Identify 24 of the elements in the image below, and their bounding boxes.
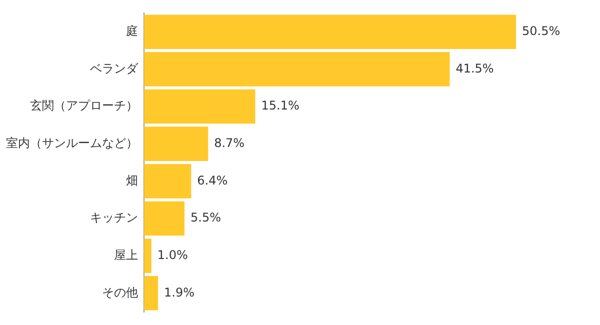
data-label: 8.7% bbox=[214, 136, 245, 150]
bar bbox=[144, 52, 450, 86]
data-label: 50.5% bbox=[522, 24, 560, 38]
bar bbox=[144, 89, 256, 124]
y-tick-label: その他 bbox=[102, 285, 138, 300]
bar bbox=[144, 201, 185, 236]
data-label: 15.1% bbox=[261, 98, 300, 113]
bar bbox=[144, 238, 152, 273]
bar bbox=[144, 164, 192, 198]
bar bbox=[144, 276, 158, 310]
y-tick-label: キッチン bbox=[90, 210, 138, 225]
y-tick-label: 屋上 bbox=[114, 248, 138, 262]
data-label: 1.9% bbox=[164, 285, 194, 300]
data-label: 6.4% bbox=[197, 173, 228, 188]
bar bbox=[144, 126, 208, 162]
data-label: 5.5% bbox=[190, 210, 222, 225]
data-label: 1.0% bbox=[157, 248, 188, 262]
y-tick-label: ベランダ bbox=[90, 61, 139, 76]
y-tick-label: 室内（サンルームなど） bbox=[6, 136, 138, 150]
y-tick-label: 庭 bbox=[126, 24, 138, 38]
y-tick-label: 畑 bbox=[126, 173, 138, 188]
data-label: 41.5% bbox=[456, 61, 494, 76]
bar bbox=[144, 14, 516, 50]
y-tick-label: 玄関（アプローチ） bbox=[30, 98, 138, 113]
